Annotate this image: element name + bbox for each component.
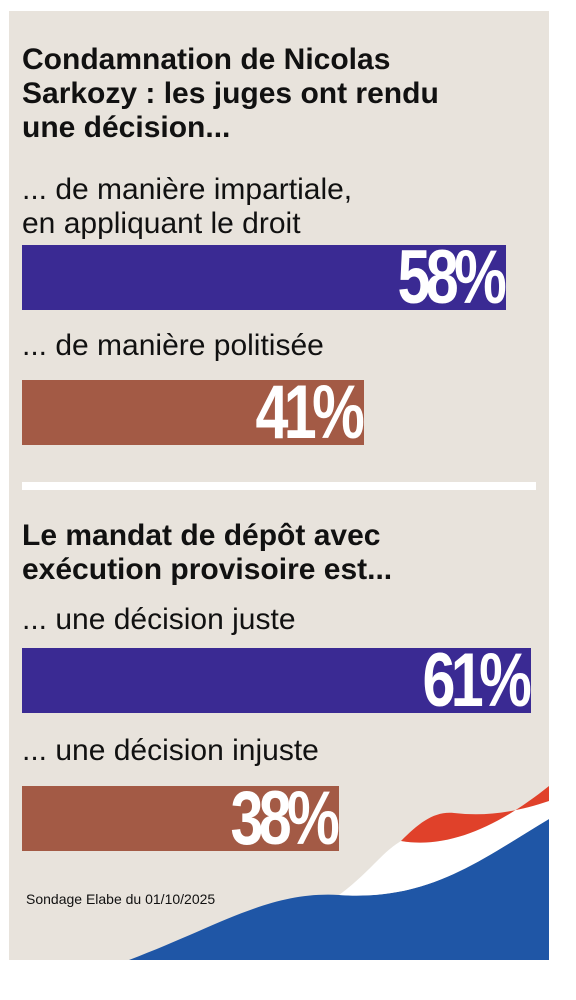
chart-2-bar-juste-value: 61% <box>422 638 531 723</box>
infographic-panel: Condamnation de Nicolas Sarkozy : les ju… <box>9 11 549 960</box>
chart-1-bar-track-2: 41% <box>22 370 545 455</box>
chart-2-bar-track-2: 38% <box>22 776 545 861</box>
chart-1-bar-politisee-value: 41% <box>255 370 364 455</box>
chart-1-title: Condamnation de Nicolas Sarkozy : les ju… <box>22 43 439 144</box>
flag-red-band <box>401 786 549 843</box>
chart-2-bar-track-1: 61% <box>22 638 545 723</box>
chart-2-bar-juste: 61% <box>22 638 532 723</box>
chart-2-category-1-label: ... une décision juste <box>22 603 296 636</box>
source-note: Sondage Elabe du 01/10/2025 <box>26 891 216 907</box>
section-divider <box>22 482 536 490</box>
flag-white-band <box>339 786 549 896</box>
chart-2-category-2-label: ... une décision injuste <box>22 734 319 767</box>
chart-1-bar-impartiale: 58% <box>22 235 507 320</box>
chart-2-bar-injuste: 38% <box>22 776 340 861</box>
french-flag-wave-decoration <box>129 786 549 960</box>
chart-1-bar-politisee: 41% <box>22 370 365 455</box>
chart-1-bar-impartiale-value: 58% <box>397 235 506 320</box>
flag-blue-band <box>129 819 549 960</box>
chart-2-title: Le mandat de dépôt avec exécution provis… <box>22 519 393 586</box>
chart-1-bar-track-1: 58% <box>22 235 545 320</box>
chart-2-bar-injuste-value: 38% <box>230 776 339 861</box>
chart-1-category-2-label: ... de manière politisée <box>22 329 324 362</box>
chart-1-category-1-label: ... de manière impartiale, en appliquant… <box>22 173 353 240</box>
